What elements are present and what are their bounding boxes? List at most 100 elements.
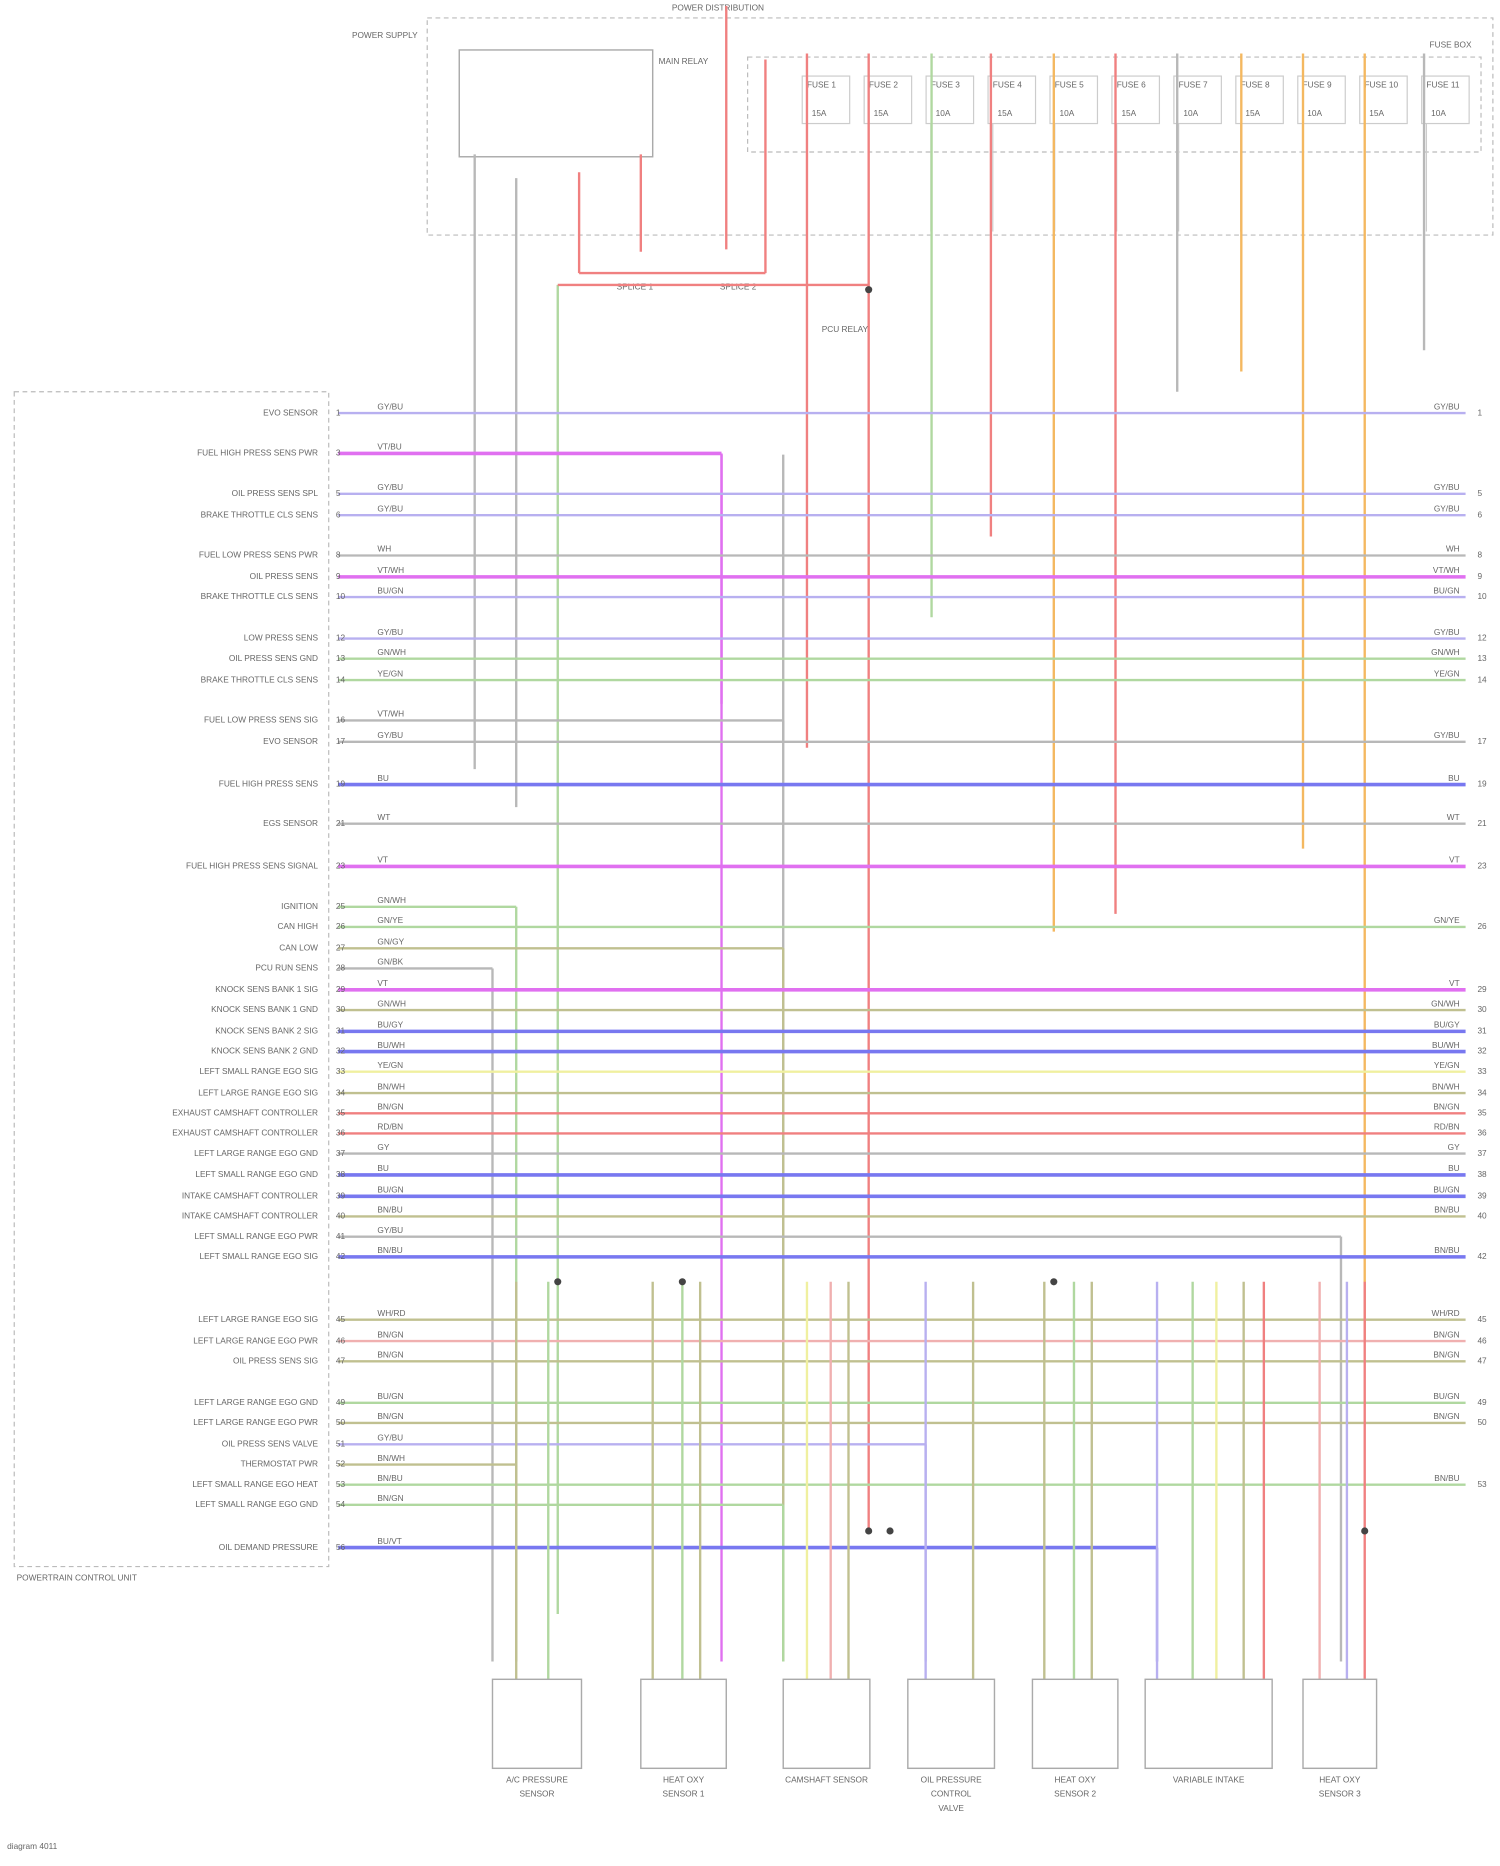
- wire-code: YE/GN: [377, 668, 403, 678]
- pin-number: 21: [336, 818, 346, 828]
- pin-label: LEFT SMALL RANGE EGO SIG: [200, 1066, 319, 1076]
- pin-label: CAN HIGH: [277, 921, 318, 931]
- wire-code: GY/BU: [377, 1225, 403, 1235]
- wire-code: BU/VT: [377, 1536, 401, 1546]
- pin-label: IGNITION: [281, 901, 318, 911]
- wire-code: GY/BU: [377, 503, 403, 513]
- wire-code: BN/BU: [377, 1205, 402, 1215]
- fuse-name: FUSE 6: [1117, 80, 1146, 90]
- pin-number: 33: [336, 1066, 346, 1076]
- pin-label: KNOCK SENS BANK 2 GND: [211, 1046, 318, 1056]
- fuse: [1421, 75, 1470, 125]
- pin-label: KNOCK SENS BANK 2 SIG: [215, 1026, 318, 1036]
- component-box: [1144, 1678, 1273, 1770]
- pin-label: LEFT SMALL RANGE EGO GND: [195, 1499, 318, 1509]
- wire-code: BU: [1448, 1163, 1460, 1173]
- pin-number: 6: [1477, 509, 1482, 519]
- wire-code: BN/GN: [377, 1102, 403, 1112]
- pin-number: 36: [1477, 1128, 1487, 1138]
- pin-label: FUEL HIGH PRESS SENS SIGNAL: [186, 861, 318, 871]
- fuse-rating: 15A: [812, 108, 827, 118]
- pin-number: 54: [336, 1499, 346, 1509]
- pin-label: LEFT SMALL RANGE EGO SIG: [200, 1251, 319, 1261]
- component-box: [1031, 1678, 1119, 1770]
- wire-code: BN/WH: [377, 1081, 405, 1091]
- pin-number: 5: [336, 488, 341, 498]
- wire-code: GN/GY: [377, 937, 404, 947]
- wire-code: BU/WH: [1432, 1040, 1460, 1050]
- wire-code: GY: [1448, 1142, 1460, 1152]
- pin-number: 29: [336, 984, 346, 994]
- pin-number: 10: [1477, 591, 1487, 601]
- wire-code: BN/BU: [377, 1245, 402, 1255]
- pin-number: 38: [336, 1169, 346, 1179]
- pin-number: 31: [1477, 1026, 1487, 1036]
- wire-code: BU/GY: [377, 1020, 403, 1030]
- pin-number: 19: [1477, 779, 1487, 789]
- pin-label: LEFT LARGE RANGE EGO SIG: [198, 1087, 318, 1097]
- wire-code: VT/WH: [377, 565, 404, 575]
- pin-label: LEFT LARGE RANGE EGO GND: [194, 1397, 318, 1407]
- pin-number: 32: [1477, 1046, 1487, 1056]
- splice-dot: [865, 286, 873, 294]
- pin-number: 10: [336, 591, 346, 601]
- wire-code: BN/GN: [377, 1350, 403, 1360]
- pin-number: 29: [1477, 984, 1487, 994]
- pin-label: LEFT SMALL RANGE EGO HEAT: [192, 1479, 318, 1489]
- component-label: SENSOR 3: [1319, 1789, 1361, 1799]
- wire-code: BU: [377, 1163, 389, 1173]
- pin-label: LOW PRESS SENS: [244, 633, 319, 643]
- fuse: [1049, 75, 1099, 125]
- pin-number: 47: [1477, 1355, 1487, 1365]
- fuse: [863, 75, 913, 125]
- wire-code: WH/RD: [377, 1308, 405, 1318]
- wire-code: VT: [377, 855, 388, 865]
- wire-code: GY/BU: [377, 627, 403, 637]
- wire-code: VT/WH: [1433, 565, 1460, 575]
- fuse: [925, 75, 975, 125]
- splice-dot: [678, 1278, 686, 1286]
- wire-code: VT: [377, 978, 388, 988]
- wire-code: WH: [1446, 544, 1460, 554]
- wire-code: BU/GY: [1434, 1020, 1460, 1030]
- pin-label: EXHAUST CAMSHAFT CONTROLLER: [172, 1107, 318, 1117]
- pin-number: 46: [1477, 1335, 1487, 1345]
- fuse-box-outline: [426, 17, 1494, 236]
- wire-code: BN/GN: [377, 1411, 403, 1421]
- component-box: [491, 1678, 583, 1770]
- fuse-name: FUSE 1: [807, 80, 836, 90]
- component-label: HEAT OXY: [1319, 1774, 1361, 1784]
- pin-number: 41: [336, 1231, 346, 1241]
- pin-label: OIL DEMAND PRESSURE: [219, 1542, 319, 1552]
- pin-number: 31: [336, 1026, 346, 1036]
- wire-code: WT: [1447, 812, 1460, 822]
- pin-label: EXHAUST CAMSHAFT CONTROLLER: [172, 1128, 318, 1138]
- pin-number: 9: [336, 571, 341, 581]
- fuse-rating: 15A: [1121, 108, 1136, 118]
- pin-number: 35: [336, 1107, 346, 1117]
- pin-label: LEFT SMALL RANGE EGO GND: [195, 1169, 318, 1179]
- component-box: [1302, 1678, 1378, 1770]
- fuse: [1359, 75, 1408, 125]
- pin-label: EVO SENSOR: [263, 736, 318, 746]
- pin-number: 14: [336, 674, 346, 684]
- pin-number: 40: [1477, 1211, 1487, 1221]
- wire-code: BN/GN: [1433, 1329, 1459, 1339]
- component-label: SENSOR: [519, 1789, 554, 1799]
- fuse-rating: 15A: [1245, 108, 1260, 118]
- pin-number: 1: [336, 407, 341, 417]
- pin-number: 17: [1477, 736, 1487, 746]
- pin-label: LEFT LARGE RANGE EGO SIG: [198, 1314, 318, 1324]
- fuse: [1111, 75, 1161, 125]
- component-box: [782, 1678, 871, 1770]
- pin-number: 21: [1477, 818, 1487, 828]
- pin-number: 6: [336, 509, 341, 519]
- wire-code: GY/BU: [1434, 503, 1460, 513]
- fuse: [1297, 75, 1346, 125]
- wire-code: GY: [377, 1142, 389, 1152]
- fuse-name: FUSE 2: [869, 80, 898, 90]
- wire-code: GN/WH: [377, 647, 406, 657]
- wire-code: BN/GN: [377, 1329, 403, 1339]
- wire-code: BN/GN: [1433, 1102, 1459, 1112]
- wire-code: GN/WH: [1431, 647, 1460, 657]
